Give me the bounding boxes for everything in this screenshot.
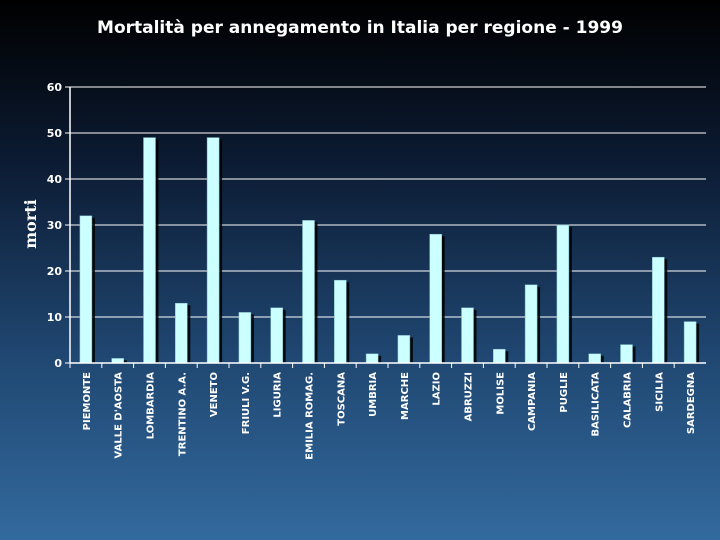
bar [270,307,283,364]
x-tick-label: EMILIA ROMAG. [305,372,316,460]
bar [206,137,220,364]
axis-layer [65,86,706,368]
bar [683,321,697,364]
bar [620,344,633,364]
x-tick-label: LOMBARDIA [146,372,157,440]
x-tick-label: ABRUZZI [464,372,475,421]
x-tick-label: SARDEGNA [686,372,697,434]
y-tick-label-60: 60 [47,81,63,94]
y-tick-label-20: 20 [47,265,63,278]
x-tick-label: LIGURIA [273,372,284,418]
grid-layer [70,86,706,318]
bar-layer [79,137,700,364]
x-tick-label: BASILICATA [591,372,602,437]
tick-layer: 0 10 20 30 40 50 60 PIEMONTE VALLE D'AOSTA LOMBAR… [47,81,697,460]
x-tick-label: MARCHE [400,372,411,420]
bar [524,284,538,364]
x-tick-label: PUGLIE [559,372,570,413]
bar [175,302,188,364]
bar [588,353,601,364]
bar [397,335,411,364]
bar [365,353,379,364]
chart-title: Mortalità per annegamento in Italia per … [97,18,623,38]
x-tick-label: MOLISE [495,372,506,415]
x-tick-label: PIEMONTE [82,372,93,431]
bar [143,137,156,364]
bar [493,348,506,364]
y-tick-label-10: 10 [47,311,63,324]
x-tick-label: FRIULI V.G. [241,372,252,434]
x-tick-label: UMBRIA [368,372,379,417]
x-tick-label: TOSCANA [336,372,347,426]
x-tick-label: VALLE D'AOSTA [114,372,125,459]
bar [556,224,570,364]
bar [238,312,252,364]
x-tick-label: SICILIA [654,372,665,412]
y-tick-label-50: 50 [47,127,63,140]
bar [334,279,347,364]
x-tick-label: CALABRIA [623,372,634,428]
bar [79,215,93,364]
x-tick-label: TRENTINO A.A. [177,372,188,456]
bar [302,220,315,364]
x-tick-label: VENETO [209,372,220,417]
y-axis-label: morti [21,199,40,249]
y-tick-label-0: 0 [54,357,62,370]
bar [461,307,474,364]
y-tick-label-30: 30 [47,219,63,232]
x-tick-label: CAMPANIA [527,372,538,431]
bar [652,256,665,364]
bar [429,233,442,364]
y-tick-label-40: 40 [47,173,63,186]
x-tick-label: LAZIO [432,372,443,406]
